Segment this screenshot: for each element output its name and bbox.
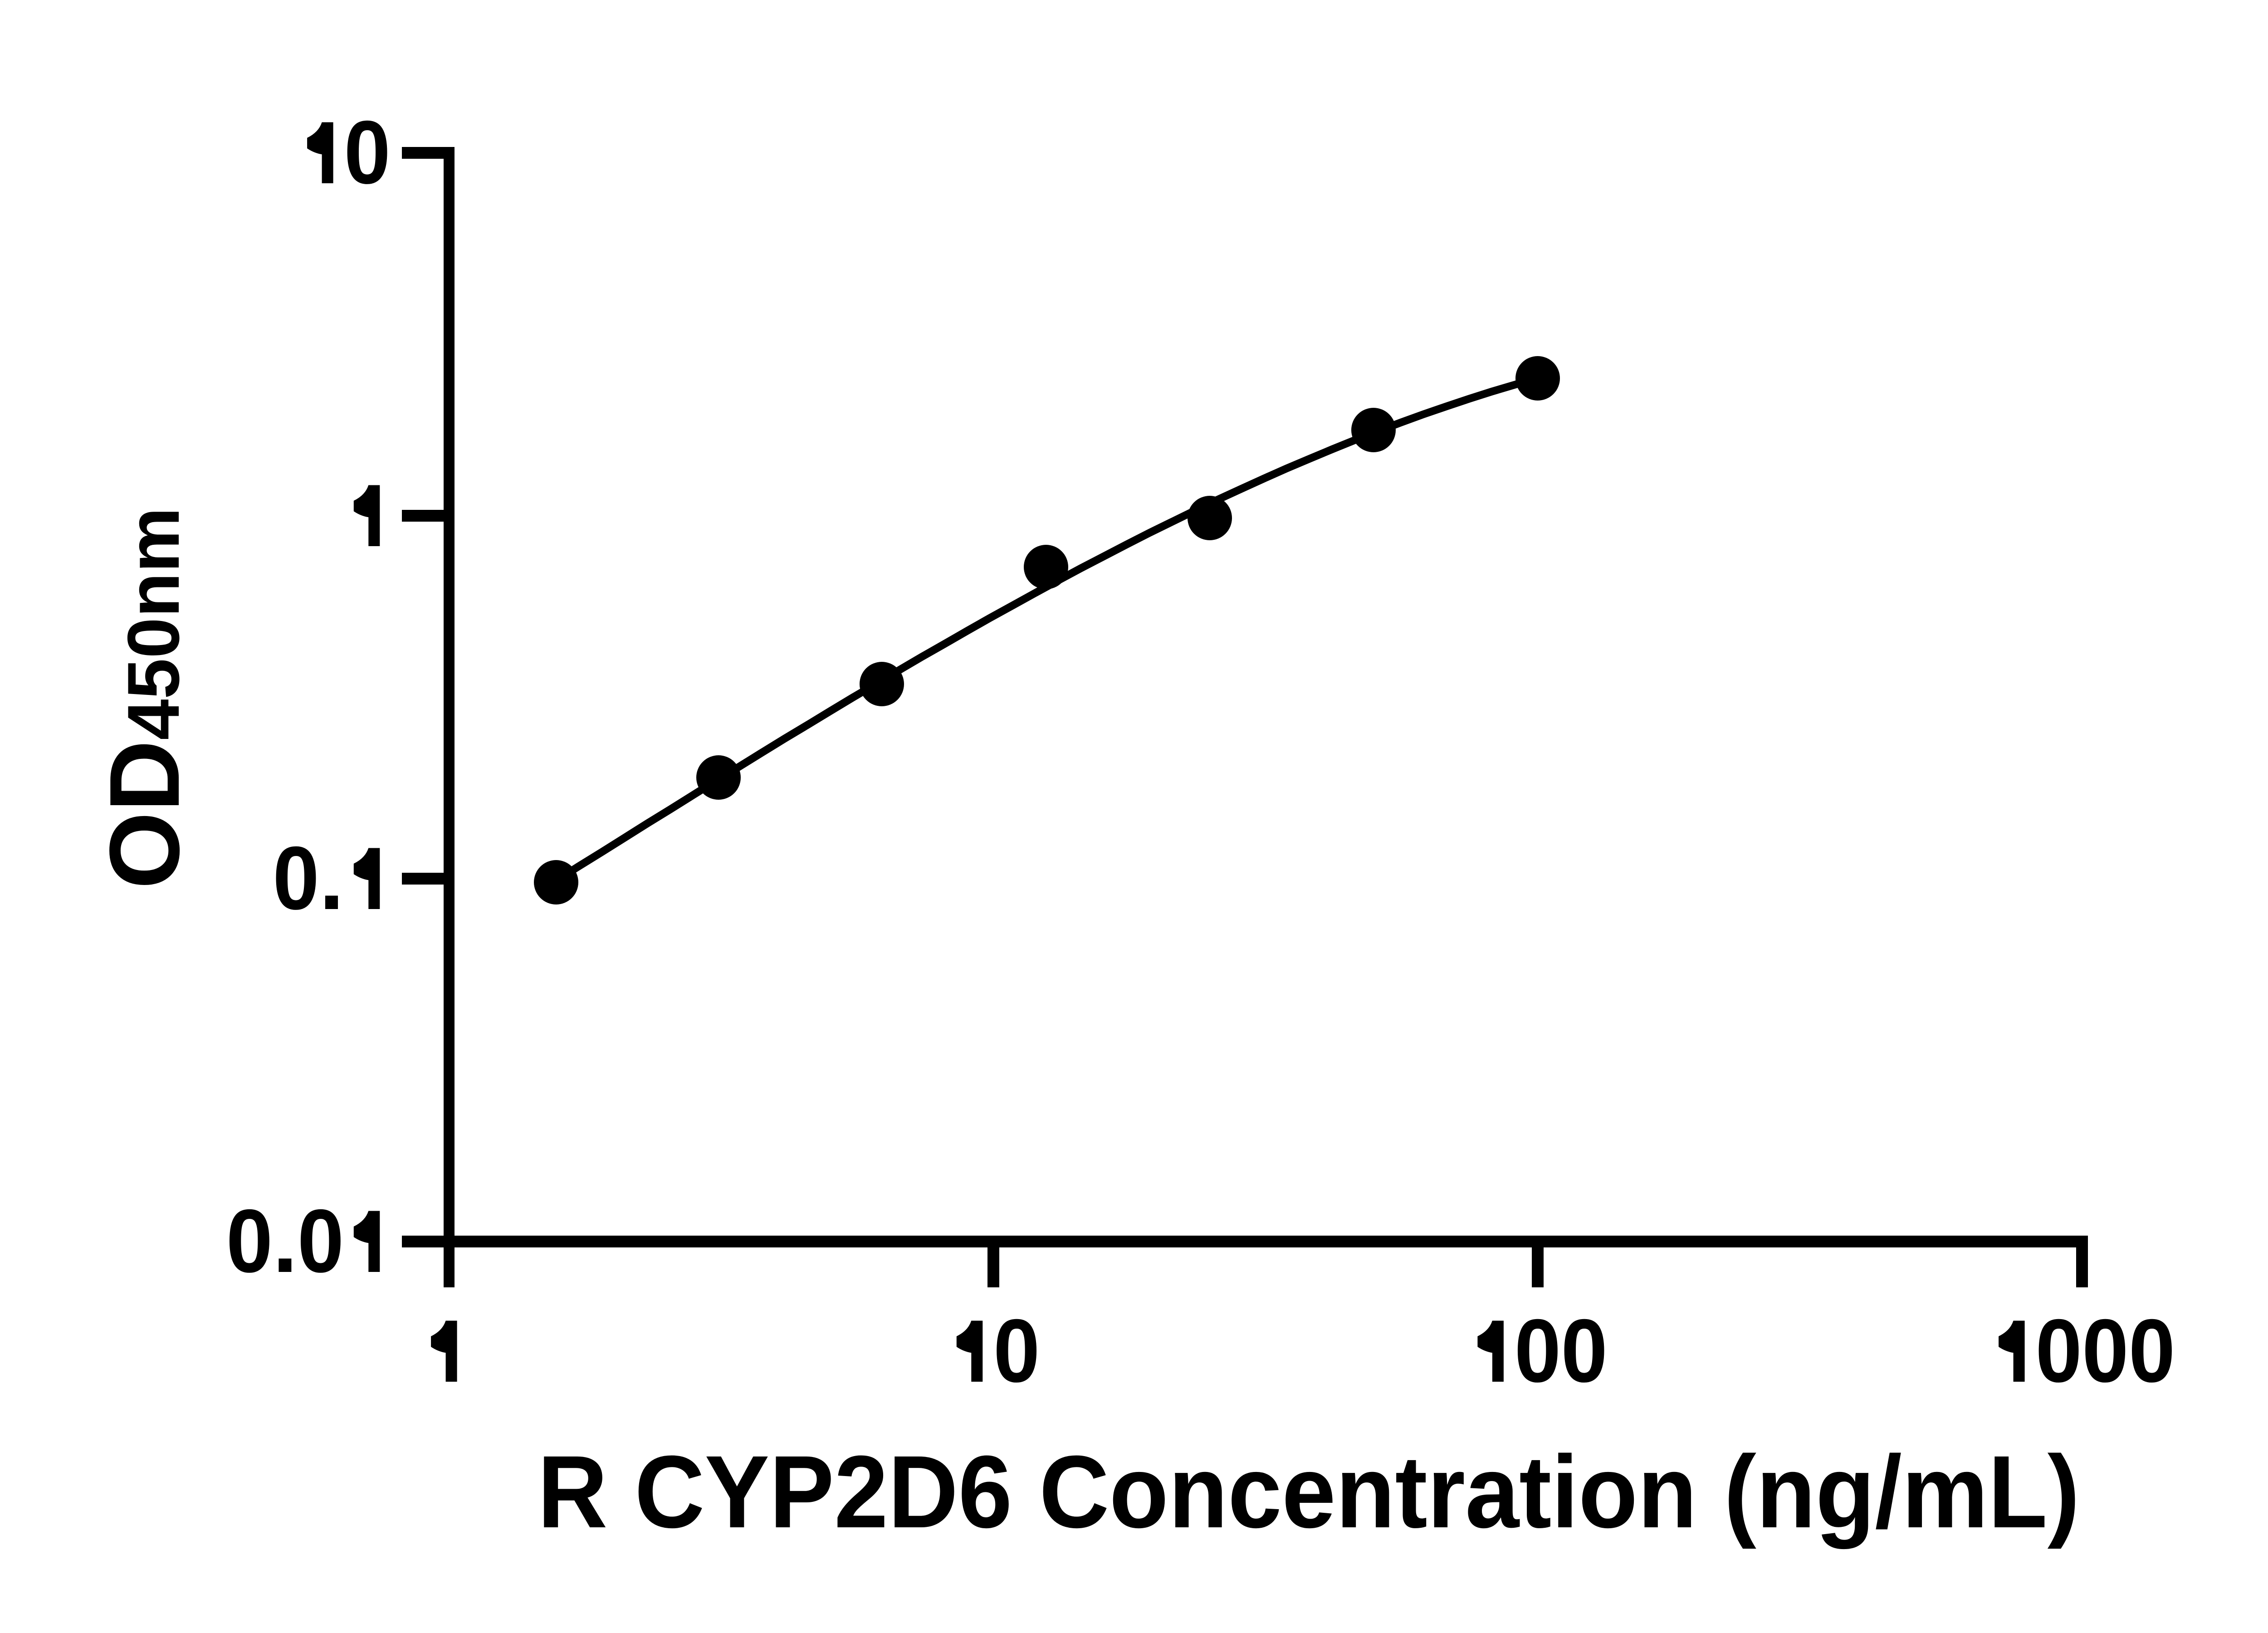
svg-text:OD450nm: OD450nm (89, 507, 200, 889)
svg-text:0: 0 (2035, 1301, 2082, 1401)
svg-text:0: 0 (2129, 1301, 2175, 1401)
svg-text:0: 0 (993, 1301, 1040, 1401)
svg-text:.: . (319, 828, 344, 928)
svg-text:0: 0 (2082, 1301, 2129, 1401)
svg-text:0: 0 (298, 1191, 344, 1291)
svg-text:0: 0 (273, 828, 319, 928)
svg-text:.: . (273, 1191, 298, 1291)
svg-text:0: 0 (1515, 1301, 1561, 1401)
svg-text:0: 0 (344, 102, 391, 202)
svg-text:0: 0 (1561, 1301, 1608, 1401)
svg-text:0: 0 (226, 1191, 273, 1291)
svg-text:R CYP2D6 Concentration (ng/mL): R CYP2D6 Concentration (ng/mL) (538, 1435, 2080, 1550)
